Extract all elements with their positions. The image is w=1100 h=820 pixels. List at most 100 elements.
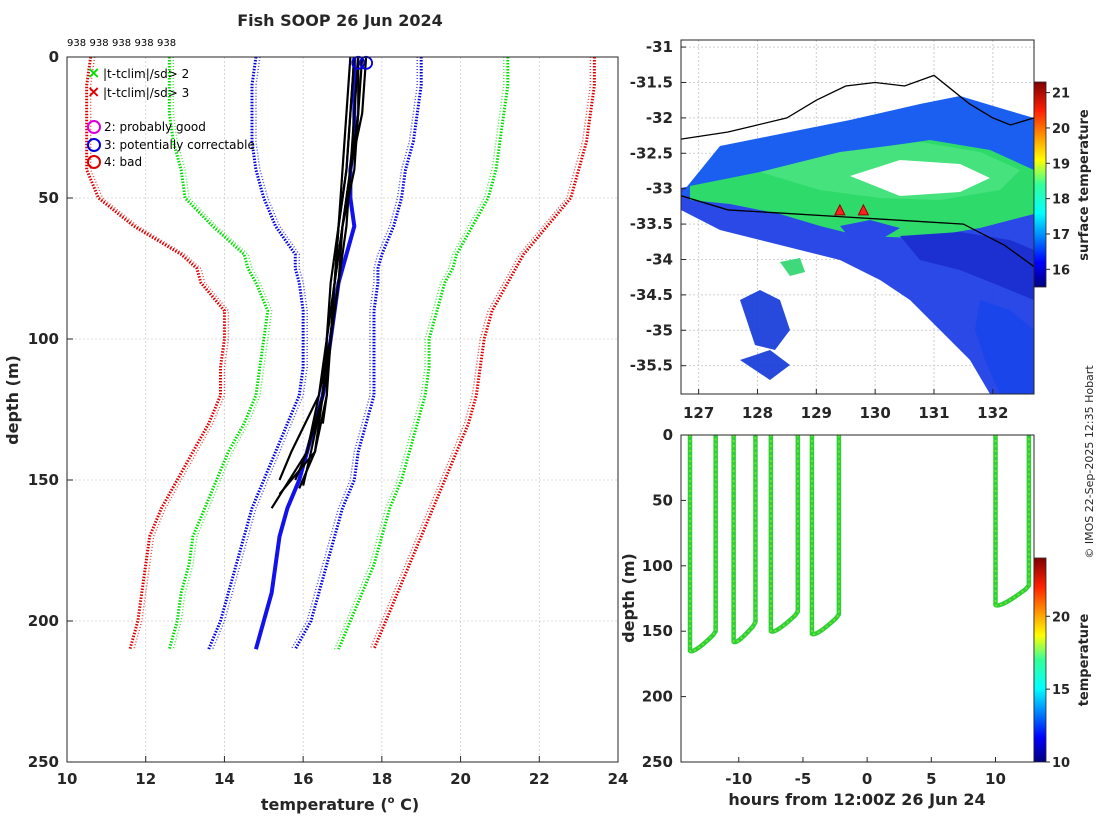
sst-colorbar-tick-label: 19 (1052, 157, 1070, 172)
climatology-line (167, 57, 270, 650)
map-ytick-label: -31 (646, 38, 673, 56)
legend-sd3-marker: × (87, 82, 100, 101)
legend-flag3-label: 3: potentially correctable (104, 138, 255, 152)
sst-colorbar-tick-label: 20 (1052, 122, 1070, 137)
profile-axes-box (66, 56, 619, 763)
legend-flag4-label: 4: bad (104, 155, 142, 169)
timeseries-background (681, 435, 1034, 762)
map-ytick-label: -35 (646, 321, 673, 339)
profile-ytick-label: 100 (28, 330, 59, 348)
legend-flag3-marker (87, 138, 101, 152)
temperature-colorbar-label: temperature (1077, 614, 1092, 707)
map-xtick-label: 130 (859, 404, 890, 422)
profile-ytick-label: 150 (28, 471, 59, 489)
timeseries-cast-highlight (689, 435, 717, 652)
climatology-line-shadow (333, 57, 505, 650)
map-xtick-label: 129 (801, 404, 832, 422)
profile-id-label: 938 (157, 38, 176, 49)
legend-flag2-marker (87, 120, 101, 134)
sst-colorbar-tick-label: 16 (1052, 263, 1070, 278)
temperature-colorbar (1033, 557, 1047, 763)
map-overlays (680, 74, 1035, 268)
climatology-line (372, 57, 596, 650)
sst-colorbar (1033, 81, 1047, 288)
legend-sd3-label: |t-tclim|/sd> 3 (103, 86, 189, 100)
map-xtick-label: 128 (742, 404, 773, 422)
profile-xtick-label: 10 (57, 770, 78, 788)
map-xtick-label: 127 (683, 404, 714, 422)
climatology-line (207, 56, 305, 650)
profile-xtick-label: 14 (214, 770, 235, 788)
sst-colorbar-label: surface temperature (1077, 109, 1092, 261)
profile-ytick-label: 50 (38, 189, 59, 207)
profile-ytick-label: 0 (49, 48, 59, 66)
map-ytick-label: -34 (646, 250, 673, 268)
profile-xtick-label: 18 (371, 770, 392, 788)
profile-xtick-label: 24 (608, 770, 629, 788)
profile-legend: × |t-tclim|/sd> 2 × |t-tclim|/sd> 3 2: p… (87, 63, 255, 169)
profile-xtick-label: 12 (135, 770, 156, 788)
profile-xtick-label: 16 (293, 770, 314, 788)
climatology-line-shadow (290, 57, 418, 650)
timeseries-ylabel: depth (m) (619, 553, 638, 643)
temperature-colorbar-tick-label: 15 (1052, 683, 1070, 698)
profile-id-label: 938 (67, 38, 86, 49)
timeseries-xlabel: hours from 12:00Z 26 Jun 24 (728, 790, 985, 809)
climatology-line (293, 57, 423, 650)
map-ytick-label: -35.5 (630, 357, 673, 375)
legend-flag4-marker (87, 155, 101, 169)
timeseries-cast-highlight (732, 435, 757, 643)
cast-location-marker (834, 203, 846, 216)
timeseries-cast-highlight (770, 435, 799, 633)
climatology-line-shadow (369, 57, 592, 650)
map-xtick-label: 131 (918, 404, 949, 422)
timeseries-xtick-label: -5 (795, 770, 812, 788)
timeseries-ytick-label: 150 (642, 622, 673, 640)
timeseries-xtick-label: 5 (926, 770, 936, 788)
temperature-colorbar-tick-label: 20 (1052, 610, 1070, 625)
profile-ytick-label: 200 (28, 612, 59, 630)
profile-xlabel: temperature (o C) (261, 795, 419, 814)
profile-ytick-label: 250 (28, 753, 59, 771)
climatology-line-shadow (211, 56, 308, 650)
timeseries-ytick-label: 250 (642, 753, 673, 771)
map-ytick-label: -33 (646, 180, 673, 198)
ship-track (680, 195, 1035, 268)
coastline (680, 74, 1035, 140)
timeseries-cast-track (809, 435, 842, 637)
map-ytick-label: -34.5 (630, 286, 673, 304)
legend-flag2-label: 2: probably good (104, 120, 206, 134)
temperature-colorbar-ticks: 10 15 20 (1046, 610, 1070, 771)
map-ytick-label: -33.5 (630, 215, 673, 233)
cast-location-marker (857, 203, 870, 216)
mean-profile-line (253, 57, 357, 650)
profile-ticks: 10 12 14 16 18 20 22 24 0 50 100 150 200 250 (28, 48, 629, 788)
map-ticks: 127 128 129 130 131 132 -31 -31.5 -32 -32.5 -33 -33… (630, 38, 1009, 422)
xbt-cast-line (294, 57, 360, 481)
profile-xtick-label: 22 (529, 770, 550, 788)
profile-id-label: 938 (135, 38, 154, 49)
timeseries-cast-highlight (994, 435, 1030, 607)
map-ytick-label: -32.5 (630, 144, 673, 162)
sst-colorbar-ticks: 16 17 18 19 20 21 (1046, 87, 1070, 278)
timeseries-xtick-label: 0 (862, 770, 872, 788)
timeseries-ytick-label: 100 (642, 557, 673, 575)
timeseries-casts (687, 435, 1032, 654)
chart-title: Fish SOOP 26 Jun 2024 (237, 11, 443, 30)
legend-sd2-marker: × (87, 63, 100, 82)
legend-sd2-label: |t-tclim|/sd> 2 (103, 67, 189, 81)
timeseries-xtick-label: 10 (985, 770, 1006, 788)
temperature-colorbar-tick-label: 10 (1052, 756, 1070, 771)
timeseries-ytick-label: 0 (663, 426, 673, 444)
map-ytick-label: -31.5 (630, 73, 673, 91)
sst-colorbar-tick-label: 18 (1052, 193, 1070, 208)
climatology-line (337, 57, 510, 650)
timeseries-xtick-label: -10 (725, 770, 752, 788)
profile-ylabel: depth (m) (3, 355, 22, 445)
profile-id-label: 938 (90, 38, 109, 49)
profile-xtick-label: 20 (450, 770, 471, 788)
map-ytick-label: -32 (646, 109, 673, 127)
xbt-cast-line (321, 56, 356, 424)
